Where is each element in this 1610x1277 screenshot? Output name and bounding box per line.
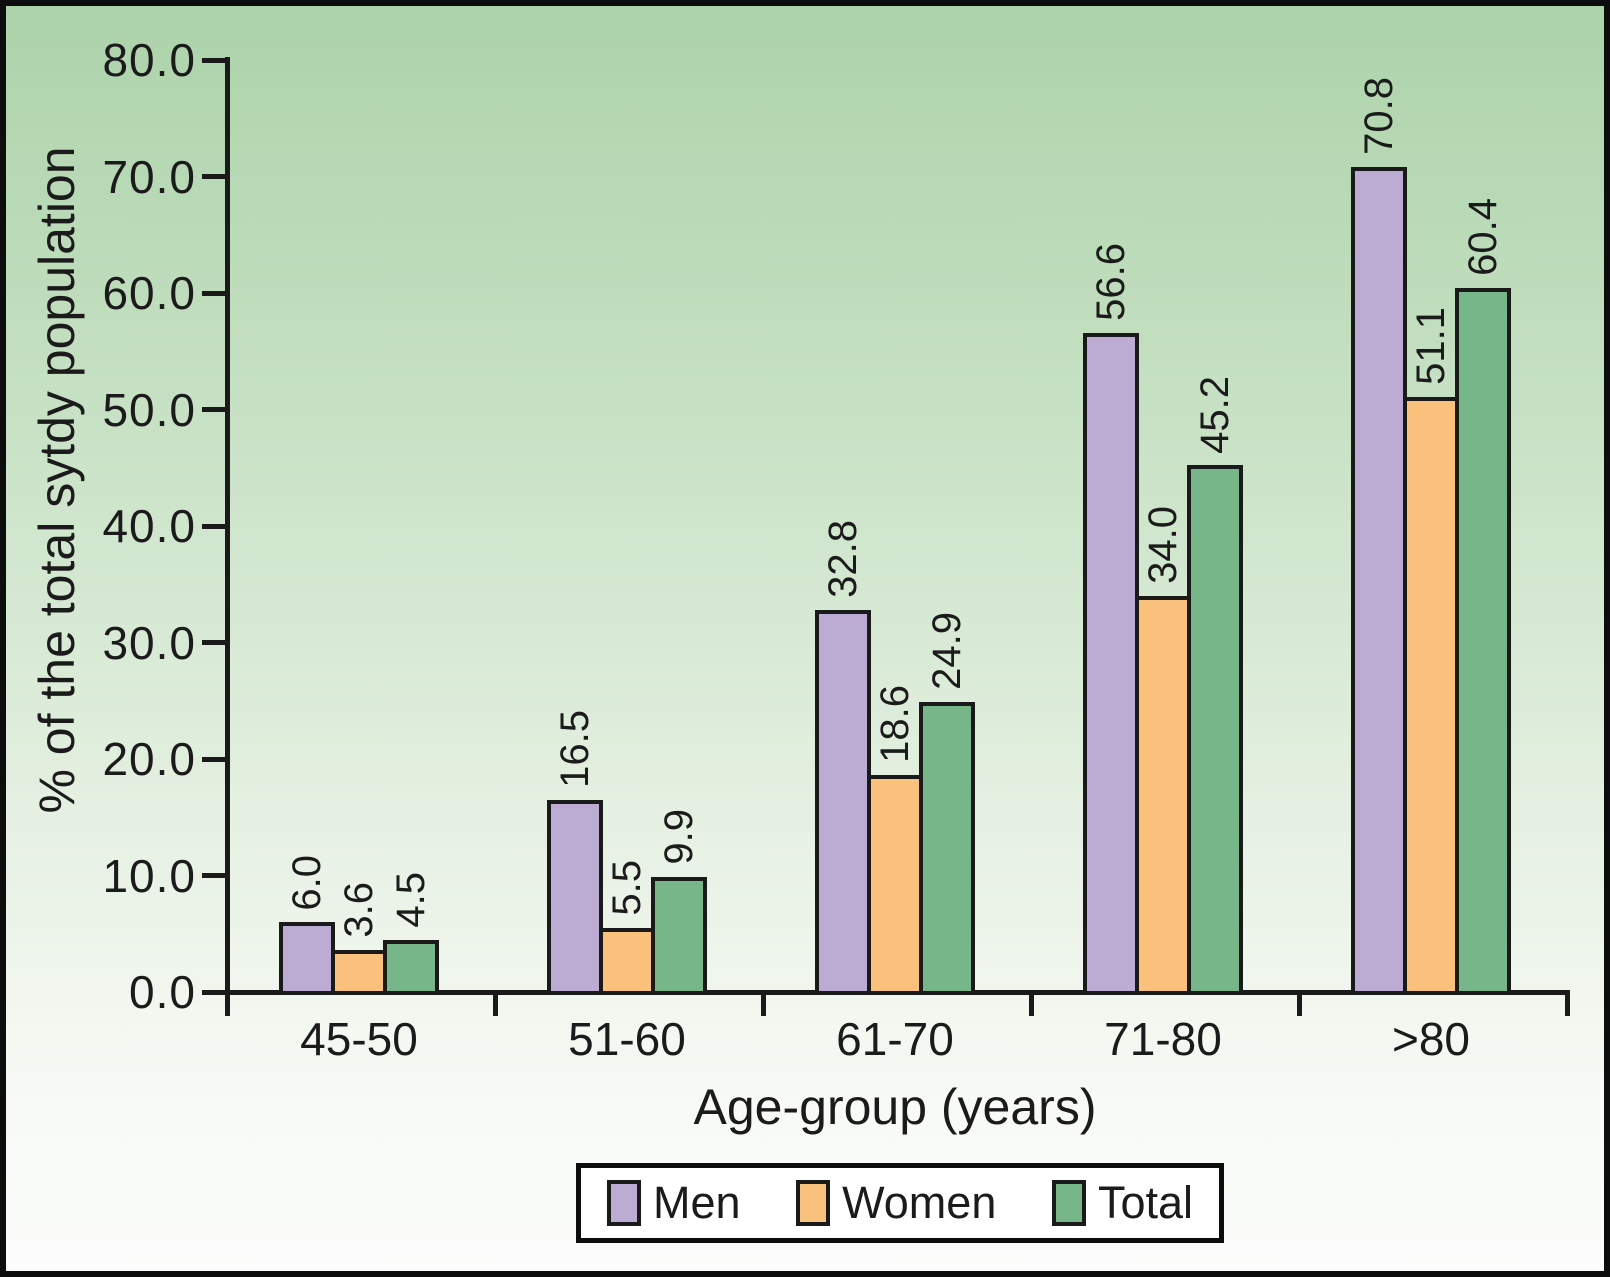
bar-total-45-50: [383, 939, 439, 995]
bar-total-61-70: [919, 701, 975, 995]
value-label-women-45-50: 3.6: [337, 882, 381, 939]
y-tick-60: [202, 290, 225, 296]
y-axis-title: % of the total sytdy population: [29, 146, 85, 814]
bar-women-45-50: [331, 950, 387, 995]
y-tick-10: [202, 873, 225, 878]
value-label-total-45-50: 4.5: [389, 871, 433, 928]
y-tick-70: [202, 174, 225, 179]
legend-swatch-men: [607, 1180, 641, 1226]
y-tick-label-50: 50.0: [102, 383, 196, 436]
y-tick-label-40: 40.0: [102, 500, 196, 552]
value-label-total-71-80: 45.2: [1193, 375, 1237, 454]
y-tick-80: [202, 57, 225, 63]
legend-label-total: Total: [1097, 1177, 1193, 1228]
bar-men-61-70: [815, 609, 871, 995]
x-boundary-tick-0: [225, 990, 230, 1016]
value-label-women-80: 51.1: [1409, 306, 1453, 385]
y-tick-0: [202, 989, 225, 995]
value-label-men-61-70: 32.8: [821, 520, 865, 598]
y-tick-label-60: 60.0: [102, 267, 196, 319]
bar-total-80: [1455, 288, 1511, 995]
legend-item-men: Men: [607, 1177, 741, 1229]
legend-item-women: Women: [796, 1177, 996, 1229]
category-label-80: >80: [1391, 1013, 1471, 1065]
legend-label-women: Women: [842, 1177, 997, 1228]
value-label-total-51-60: 9.9: [657, 809, 701, 865]
x-axis-title: Age-group (years): [693, 1079, 1097, 1135]
y-tick-30: [202, 640, 225, 645]
y-tick-20: [202, 756, 225, 762]
y-axis-line: [225, 57, 230, 995]
bar-men-71-80: [1083, 332, 1139, 995]
bar-women-71-80: [1135, 595, 1191, 995]
value-label-men-51-60: 16.5: [553, 709, 597, 788]
bar-men-45-50: [279, 922, 335, 995]
legend-swatch-total: [1051, 1180, 1086, 1226]
x-boundary-tick-5: [1565, 990, 1570, 1016]
bar-total-71-80: [1187, 465, 1243, 995]
value-label-women-61-70: 18.6: [873, 685, 917, 764]
y-tick-50: [202, 407, 225, 412]
bar-men-51-60: [547, 799, 603, 995]
y-tick-label-30: 30.0: [102, 616, 196, 669]
value-label-men-80: 70.8: [1357, 77, 1401, 156]
y-tick-label-20: 20.0: [102, 733, 196, 785]
legend-box: Men Women Total: [576, 1163, 1224, 1243]
value-label-women-71-80: 34.0: [1141, 506, 1185, 584]
x-boundary-tick-3: [1029, 990, 1034, 1016]
x-boundary-tick-1: [493, 990, 498, 1016]
category-label-51-60: 51-60: [568, 1013, 686, 1065]
bar-men-80: [1351, 167, 1407, 995]
bar-women-51-60: [599, 927, 655, 995]
value-label-men-71-80: 56.6: [1089, 242, 1133, 321]
category-label-45-50: 45-50: [300, 1013, 418, 1065]
value-label-total-61-70: 24.9: [925, 612, 969, 690]
y-tick-label-70: 70.0: [102, 150, 196, 203]
category-label-61-70: 61-70: [836, 1013, 954, 1065]
y-tick-label-0: 0.0: [129, 966, 196, 1018]
value-label-total-80: 60.4: [1461, 198, 1505, 277]
value-label-women-51-60: 5.5: [605, 860, 649, 916]
legend-swatch-women: [796, 1180, 831, 1226]
x-boundary-tick-2: [761, 990, 766, 1016]
category-label-71-80: 71-80: [1104, 1013, 1222, 1065]
x-boundary-tick-4: [1297, 990, 1302, 1016]
value-label-men-45-50: 6.0: [285, 854, 329, 911]
bar-total-51-60: [651, 876, 707, 995]
y-tick-40: [202, 523, 225, 529]
bar-women-80: [1403, 396, 1459, 995]
legend-label-men: Men: [653, 1177, 741, 1228]
legend-item-total: Total: [1051, 1177, 1193, 1229]
bar-women-61-70: [867, 775, 923, 995]
y-tick-label-80: 80.0: [102, 34, 196, 86]
y-tick-label-10: 10.0: [102, 849, 196, 902]
